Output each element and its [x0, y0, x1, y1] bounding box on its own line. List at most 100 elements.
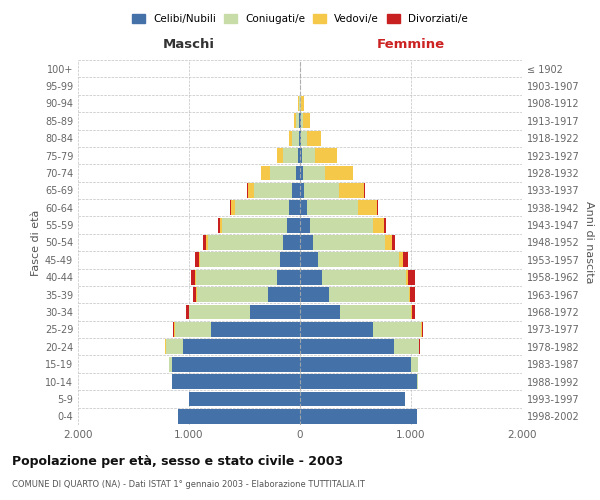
Bar — [277, 148, 283, 163]
Bar — [300, 96, 301, 111]
Bar — [191, 270, 195, 284]
Bar — [410, 288, 415, 302]
Bar — [295, 114, 296, 128]
Text: Femmine: Femmine — [377, 38, 445, 52]
Bar — [172, 357, 300, 372]
Bar — [300, 304, 340, 320]
Bar — [403, 252, 408, 268]
Bar — [197, 288, 268, 302]
Bar — [303, 166, 325, 180]
Bar — [298, 148, 300, 163]
Bar — [300, 322, 373, 337]
Bar — [300, 340, 394, 354]
Bar — [280, 252, 300, 268]
Bar — [203, 235, 206, 250]
Bar — [377, 200, 378, 215]
Text: Popolazione per età, sesso e stato civile - 2003: Popolazione per età, sesso e stato civil… — [12, 455, 343, 468]
Bar — [200, 252, 280, 268]
Bar — [289, 200, 300, 215]
Bar — [196, 270, 277, 284]
Bar — [339, 183, 364, 198]
Text: COMUNE DI QUARTO (NA) - Dati ISTAT 1° gennaio 2003 - Elaborazione TUTTITALIA.IT: COMUNE DI QUARTO (NA) - Dati ISTAT 1° ge… — [12, 480, 365, 489]
Bar — [307, 200, 358, 215]
Bar — [299, 96, 300, 111]
Bar — [208, 235, 283, 250]
Bar — [250, 304, 300, 320]
Bar — [310, 218, 373, 232]
Bar — [184, 340, 300, 354]
Bar — [416, 374, 418, 389]
Bar — [166, 340, 184, 354]
Bar — [300, 374, 416, 389]
Y-axis label: Anni di nascita: Anni di nascita — [584, 201, 594, 284]
Bar — [300, 409, 416, 424]
Bar — [300, 183, 304, 198]
Bar — [394, 340, 419, 354]
Bar — [373, 322, 421, 337]
Bar — [268, 288, 300, 302]
Bar — [322, 270, 406, 284]
Bar — [231, 200, 235, 215]
Bar — [300, 357, 411, 372]
Bar — [287, 218, 300, 232]
Bar — [300, 131, 301, 146]
Bar — [409, 288, 410, 302]
Bar — [300, 288, 329, 302]
Bar — [289, 131, 292, 146]
Bar — [292, 183, 300, 198]
Bar — [223, 218, 287, 232]
Bar — [193, 288, 196, 302]
Bar — [300, 166, 303, 180]
Bar — [412, 304, 415, 320]
Bar — [254, 183, 292, 198]
Bar — [169, 357, 172, 372]
Bar — [235, 200, 289, 215]
Bar — [194, 252, 199, 268]
Bar — [220, 218, 223, 232]
Bar — [261, 166, 270, 180]
Bar — [301, 131, 307, 146]
Bar — [385, 235, 392, 250]
Bar — [283, 235, 300, 250]
Bar — [300, 270, 322, 284]
Bar — [406, 270, 408, 284]
Text: Maschi: Maschi — [163, 38, 215, 52]
Bar — [300, 392, 406, 406]
Bar — [301, 114, 304, 128]
Bar — [408, 270, 415, 284]
Bar — [325, 166, 353, 180]
Bar — [315, 148, 337, 163]
Bar — [173, 322, 175, 337]
Bar — [277, 270, 300, 284]
Bar — [189, 392, 300, 406]
Bar — [304, 183, 339, 198]
Bar — [206, 235, 208, 250]
Bar — [358, 200, 377, 215]
Bar — [296, 114, 299, 128]
Bar — [199, 252, 200, 268]
Bar — [304, 114, 310, 128]
Bar — [299, 131, 300, 146]
Bar — [175, 322, 211, 337]
Bar — [399, 252, 403, 268]
Bar — [189, 304, 250, 320]
Bar — [270, 166, 296, 180]
Bar — [296, 166, 300, 180]
Legend: Celibi/Nubili, Coniugati/e, Vedovi/e, Divorziati/e: Celibi/Nubili, Coniugati/e, Vedovi/e, Di… — [132, 14, 468, 24]
Bar — [340, 304, 411, 320]
Bar — [300, 235, 313, 250]
Bar — [392, 235, 395, 250]
Y-axis label: Fasce di età: Fasce di età — [31, 210, 41, 276]
Bar — [385, 218, 386, 232]
Bar — [301, 96, 304, 111]
Bar — [300, 218, 310, 232]
Bar — [172, 374, 300, 389]
Bar — [313, 235, 385, 250]
Bar — [248, 183, 254, 198]
Bar — [230, 200, 231, 215]
Bar — [302, 148, 315, 163]
Bar — [187, 304, 188, 320]
Bar — [211, 322, 300, 337]
Bar — [411, 357, 418, 372]
Bar — [283, 148, 298, 163]
